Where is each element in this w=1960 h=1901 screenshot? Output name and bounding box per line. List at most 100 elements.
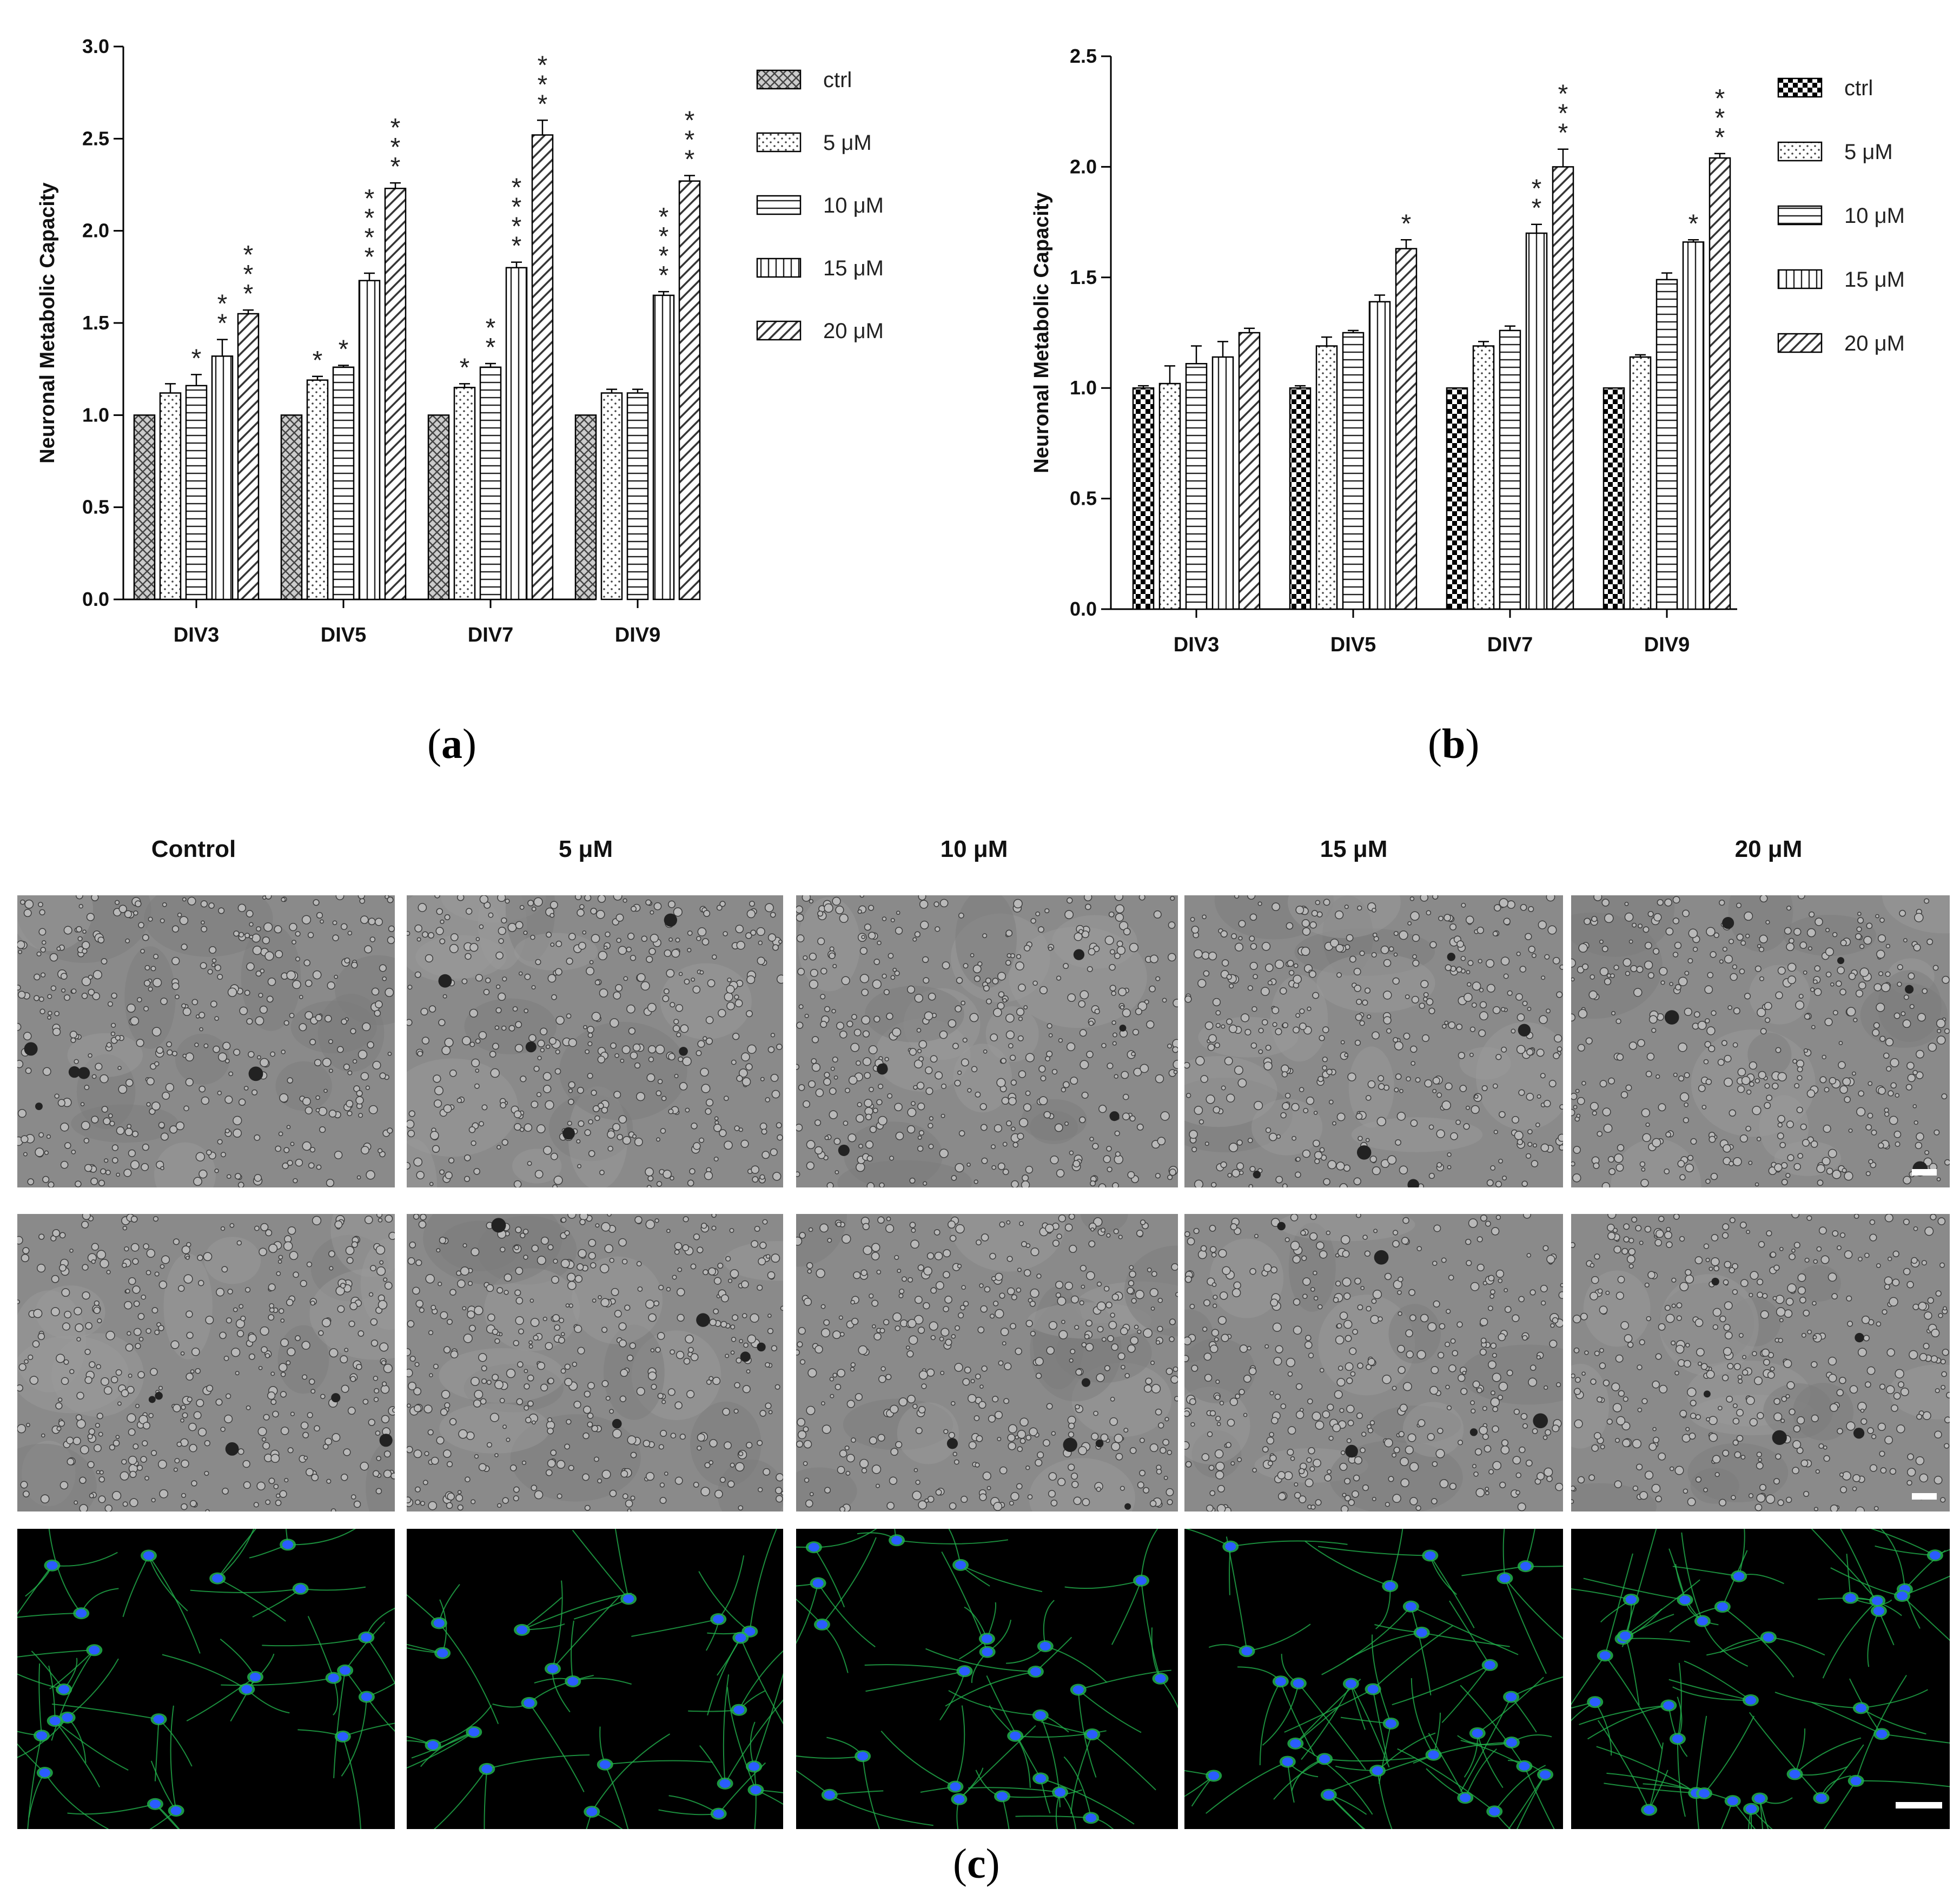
- bar: [1682, 241, 1705, 610]
- y-tick-label: 0.5: [82, 496, 109, 518]
- chart-b: 0.0 0.5 1.0 1.5 2.0 2.5 Neuronal Metabolic Cap…: [1030, 45, 1905, 656]
- y-axis-label: Neuronal Metabolic Capacity: [36, 182, 59, 463]
- x-tick-label: DIV9: [1644, 633, 1690, 656]
- significance-star: *: [512, 232, 522, 261]
- significance-star: *: [460, 353, 470, 382]
- significance-star: *: [313, 346, 323, 375]
- bar: [1185, 362, 1208, 610]
- bar: [678, 180, 701, 600]
- brightfield-micrograph: [17, 895, 395, 1187]
- significance-star: *: [659, 242, 669, 270]
- brightfield-micrograph: [796, 895, 1178, 1187]
- bar: [1289, 387, 1312, 610]
- y-tick-label: 3.0: [82, 35, 109, 57]
- bar: [1342, 332, 1365, 610]
- fluorescence-micrograph: [407, 1529, 783, 1829]
- y-tick-label: 2.0: [1070, 155, 1097, 177]
- significance-star: *: [390, 114, 401, 142]
- legend-swatch: [756, 69, 802, 90]
- bar: [1525, 232, 1548, 610]
- y-tick-label: 0.0: [1070, 598, 1097, 620]
- column-label-10um: 10 μM: [940, 836, 1008, 862]
- significance-star: *: [1558, 100, 1568, 128]
- bar: [626, 392, 649, 600]
- bar: [185, 385, 208, 600]
- significance-star: *: [1715, 84, 1725, 113]
- bar: [211, 355, 234, 600]
- fluorescence-micrograph: [796, 1529, 1178, 1829]
- bar: [1315, 345, 1338, 610]
- significance-star: *: [390, 133, 401, 162]
- legend-label: 15 μM: [1844, 268, 1905, 292]
- scale-bar: [1912, 1169, 1937, 1176]
- legend-label: 10 μM: [1844, 204, 1905, 228]
- significance-star: *: [243, 280, 254, 308]
- significance-star: *: [339, 335, 349, 364]
- bar: [1395, 248, 1418, 610]
- brightfield-micrograph: [17, 1214, 395, 1511]
- significance-star: *: [538, 90, 548, 118]
- significance-star: *: [685, 126, 695, 154]
- bar: [1499, 329, 1521, 610]
- legend-swatch: [1777, 77, 1823, 98]
- significance-star: *: [217, 290, 228, 319]
- legend-label: 5 μM: [823, 131, 872, 155]
- scale-bar: [1896, 1802, 1942, 1808]
- significance-star: *: [1715, 104, 1725, 133]
- chart-a: 0.0 0.5 1.0 1.5 2.0 2.5 3.0 Neuronal Metabolic …: [36, 35, 884, 646]
- significance-star: *: [365, 243, 375, 272]
- bar: [1238, 332, 1261, 610]
- column-label-20um: 20 μM: [1734, 836, 1803, 862]
- bar: [427, 414, 450, 600]
- legend-label: ctrl: [1844, 76, 1873, 100]
- column-label-control: Control: [151, 836, 236, 862]
- legend-swatch: [1777, 269, 1823, 289]
- y-tick-label: 1.5: [82, 312, 109, 334]
- fluorescence-micrograph: [1571, 1529, 1950, 1829]
- bar: [479, 366, 502, 600]
- significance-star: *: [191, 344, 202, 373]
- significance-star: *: [659, 222, 669, 251]
- bar: [1552, 166, 1574, 610]
- y-tick-label: 1.0: [1070, 377, 1097, 399]
- brightfield-micrograph: [1184, 1214, 1563, 1511]
- x-tick-label: DIV7: [468, 624, 513, 646]
- bar: [159, 392, 182, 600]
- x-tick-label: DIV5: [1330, 633, 1376, 656]
- significance-star: *: [512, 193, 522, 222]
- brightfield-micrograph: [1571, 895, 1950, 1187]
- significance-star: *: [365, 223, 375, 252]
- x-tick-label: DIV3: [1174, 633, 1219, 656]
- legend-label: ctrl: [823, 68, 852, 92]
- significance-star: *: [685, 106, 695, 135]
- legend-swatch: [1777, 141, 1823, 162]
- bar: [133, 414, 156, 600]
- significance-star: *: [486, 314, 496, 342]
- bar: [1211, 356, 1234, 610]
- bar: [1446, 387, 1468, 610]
- legend-label: 20 μM: [1844, 332, 1905, 355]
- panel-label-c: (c): [953, 1840, 1000, 1887]
- bar: [1368, 301, 1391, 610]
- legend-swatch: [1777, 333, 1823, 353]
- significance-star: *: [659, 203, 669, 232]
- significance-star: *: [1558, 80, 1568, 109]
- y-axis-label: Neuronal Metabolic Capacity: [1030, 192, 1053, 473]
- significance-star: *: [1688, 209, 1699, 238]
- column-label-5um: 5 μM: [558, 836, 613, 862]
- significance-star: *: [365, 184, 375, 213]
- significance-star: *: [486, 333, 496, 362]
- bar: [453, 386, 476, 600]
- bar: [1158, 382, 1181, 610]
- legend-swatch: [756, 320, 802, 341]
- bar: [280, 414, 303, 600]
- y-tick-label: 1.5: [1070, 266, 1097, 288]
- fluorescence-micrograph: [17, 1529, 395, 1829]
- significance-star: *: [243, 241, 254, 269]
- legend-swatch: [1777, 205, 1823, 226]
- significance-star: *: [1715, 123, 1725, 152]
- brightfield-micrograph: [407, 895, 783, 1187]
- significance-star: *: [1401, 209, 1412, 238]
- y-tick-label: 1.0: [82, 404, 109, 426]
- bar: [1629, 356, 1652, 610]
